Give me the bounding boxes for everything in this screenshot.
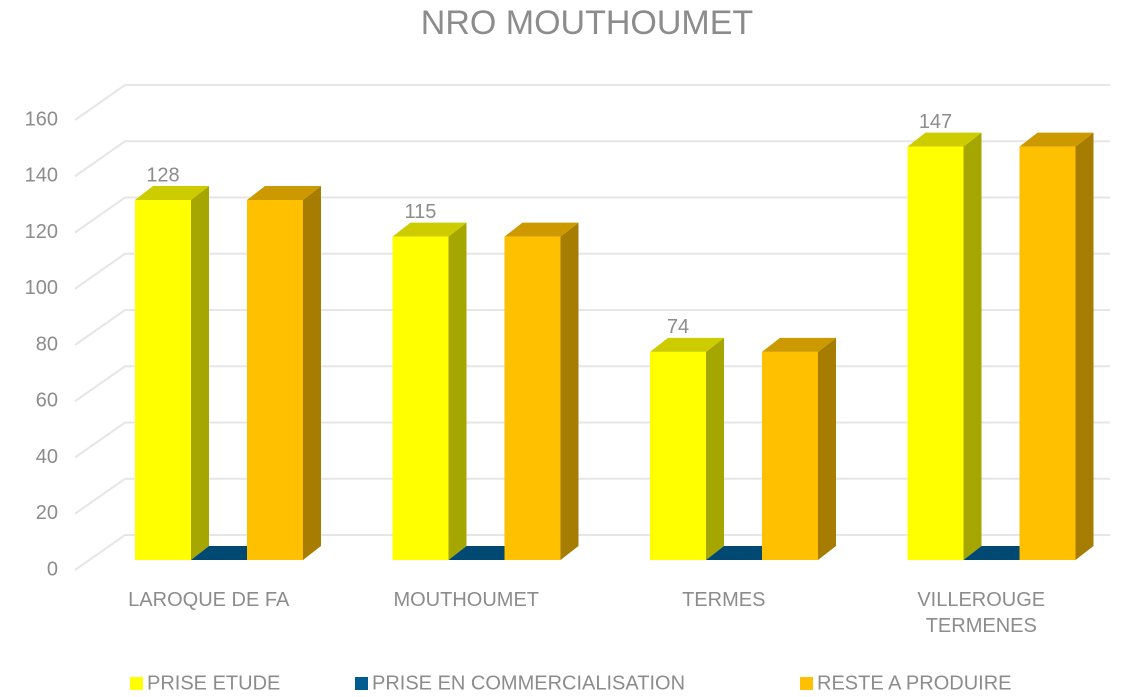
grid-line (74, 309, 1110, 346)
bar-top (963, 546, 1038, 560)
bar-side (191, 186, 209, 560)
bar-top (706, 546, 780, 560)
grid-line (74, 252, 1110, 290)
bar (650, 351, 706, 560)
data-label: 147 (919, 111, 952, 133)
bar-side (963, 132, 982, 560)
y-tick-label: 80 (36, 333, 58, 355)
data-label: 115 (405, 201, 437, 223)
bar (504, 236, 561, 560)
grid-line (74, 140, 1110, 178)
bar-top (1019, 132, 1094, 147)
bar (135, 200, 191, 560)
bar-top (650, 337, 724, 352)
legend-swatch (130, 677, 143, 690)
x-tick-label: VILLEROUGE TERMENES (917, 589, 1046, 637)
chart-title: NRO MOUTHOUMET (421, 4, 753, 42)
legend-label: PRISE ETUDE (147, 672, 280, 694)
bar-side (1075, 132, 1094, 560)
bar-side (818, 337, 836, 560)
bar-top (247, 186, 321, 200)
bar-top (191, 546, 265, 560)
y-tick-label: 20 (36, 502, 58, 524)
x-tick-label: TERMES (682, 589, 766, 611)
legend-swatch (800, 677, 813, 690)
bar-top (448, 546, 523, 560)
y-tick-label: 100 (25, 277, 58, 299)
legend-label: PRISE EN COMMERCIALISATION (372, 672, 685, 694)
grid-line (74, 196, 1110, 234)
y-tick-label: 160 (25, 108, 58, 130)
grid-line (74, 84, 1110, 121)
bar-side (706, 337, 724, 560)
bar-side (448, 222, 467, 560)
bar-top (135, 186, 209, 200)
bar-top (762, 337, 836, 352)
y-tick-label: 0 (47, 558, 58, 580)
bar (762, 351, 818, 560)
x-tick-label: MOUTHOUMET (393, 589, 540, 611)
bar (392, 236, 449, 560)
bar (1019, 146, 1076, 560)
legend-swatch (355, 677, 368, 690)
y-tick-label: 120 (25, 221, 58, 243)
bar (907, 146, 964, 560)
legend-label: RESTE A PRODUIRE (817, 672, 1012, 694)
y-tick-label: 140 (25, 165, 58, 187)
bar-side (303, 186, 321, 560)
bar-side (560, 222, 579, 560)
data-label: 74 (667, 316, 689, 338)
bar-top (392, 222, 467, 237)
y-tick-label: 60 (36, 390, 58, 412)
data-label: 128 (146, 164, 179, 186)
y-tick-label: 40 (36, 446, 58, 468)
bar-top (907, 132, 982, 147)
bar-top (504, 222, 579, 237)
bar (247, 200, 303, 560)
x-tick-label: LAROQUE DE FA (128, 589, 290, 611)
